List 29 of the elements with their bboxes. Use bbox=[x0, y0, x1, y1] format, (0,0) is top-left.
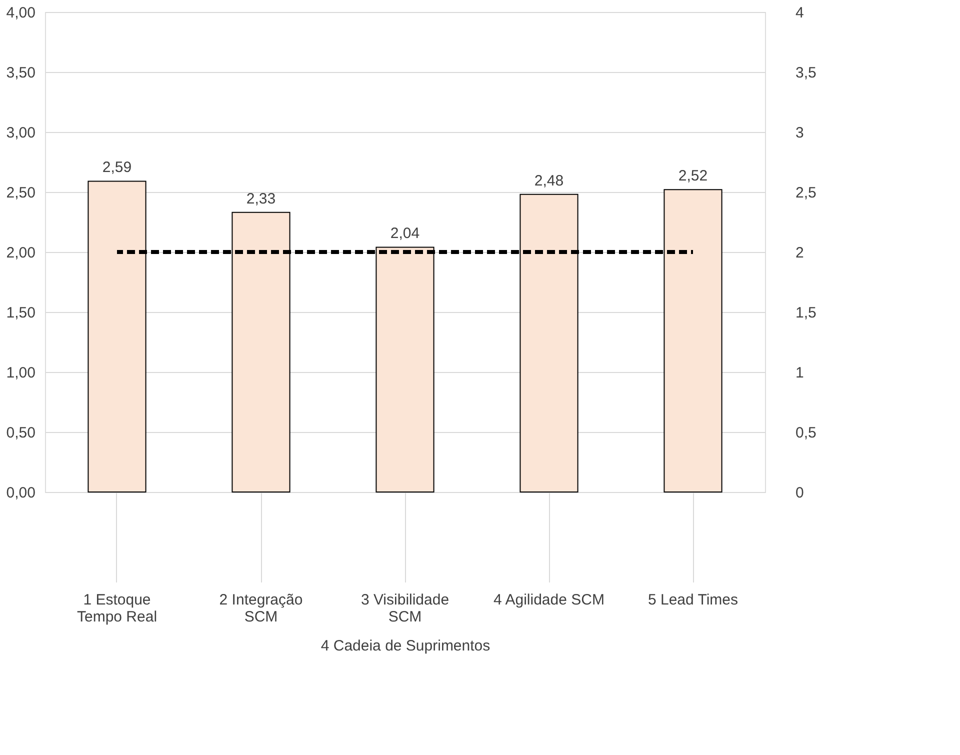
y2-tick-label: 1 bbox=[796, 364, 804, 382]
y2-tick-label: 1,5 bbox=[796, 304, 816, 322]
data-label: 2,33 bbox=[246, 190, 276, 208]
data-label: 2,59 bbox=[102, 159, 132, 176]
y2-tick-label: 0 bbox=[796, 484, 804, 502]
x-tick-label: 1 Estoque Tempo Real bbox=[76, 592, 158, 626]
x-tick-label: 5 Lead Times bbox=[648, 592, 738, 608]
y2-tick-label: 4 bbox=[796, 4, 804, 22]
y2-tick-label: 0,5 bbox=[796, 424, 816, 442]
y2-tick-label: 3,5 bbox=[796, 64, 816, 82]
y-tick-label: 4,00 bbox=[6, 4, 36, 22]
y2-tick-label: 2 bbox=[796, 244, 804, 262]
data-label: 2,48 bbox=[534, 172, 564, 190]
y-tick-label: 3,00 bbox=[6, 124, 36, 142]
x-axis-title: 4 Cadeia de Suprimentos bbox=[320, 638, 490, 654]
x-tick-label: 4 Agilidade SCM bbox=[494, 592, 604, 608]
y-tick-label: 2,50 bbox=[6, 184, 36, 202]
x-tick-label: 2 Integração SCM bbox=[219, 592, 303, 626]
data-label: 2,52 bbox=[678, 168, 708, 185]
y-tick-label: 0,00 bbox=[6, 484, 36, 502]
y-tick-label: 0,50 bbox=[6, 424, 36, 442]
y-tick-label: 2,00 bbox=[6, 244, 36, 262]
data-label: 2,04 bbox=[390, 225, 420, 242]
y-tick-label: 1,50 bbox=[6, 304, 36, 322]
x-tick-label: 3 Visibilidade SCM bbox=[360, 592, 450, 626]
y2-tick-label: 2,5 bbox=[796, 184, 816, 202]
y2-tick-label: 3 bbox=[796, 124, 804, 142]
y-tick-label: 1,00 bbox=[6, 364, 36, 382]
y-tick-label: 3,50 bbox=[6, 64, 36, 82]
